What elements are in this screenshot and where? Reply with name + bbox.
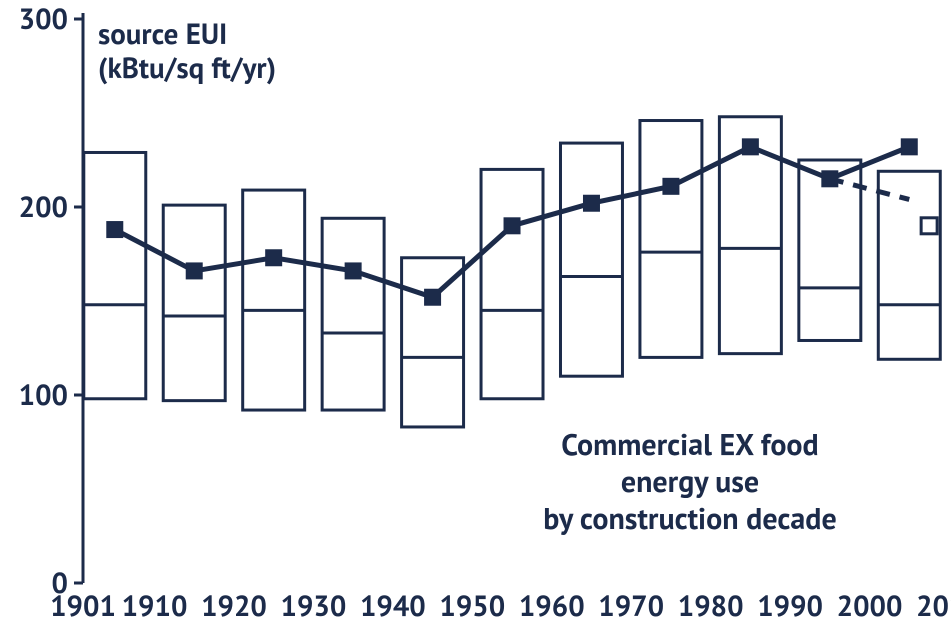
x-tick-label: 1980 [678,587,744,625]
chart-caption: energy use [621,462,759,501]
box-decade-1905 [84,152,146,398]
x-tick-label: 1901 [50,587,116,625]
box-decade-1915 [163,205,225,401]
x-tick-label: 1990 [757,587,823,625]
trend-marker [663,178,679,194]
x-tick-label: 1910 [122,587,188,625]
y-axis-label: (kBtu/sq ft/yr) [98,49,276,87]
box-decade-1965 [560,143,622,376]
trend-marker [107,222,123,238]
eui-chart: 0100200300190119101920193019401950196019… [0,0,951,629]
trend-marker [742,139,758,155]
x-tick-label: 1920 [201,587,267,625]
trend-marker [425,289,441,305]
x-tick-label: 1950 [439,587,505,625]
box-decade-1935 [322,218,384,410]
box-decade-1955 [481,169,543,398]
box-decade-2005 [878,171,940,359]
trend-marker [901,139,917,155]
hollow-marker [921,218,937,234]
x-tick-label: 2000 [837,587,903,625]
box-decade-1925 [243,190,305,410]
y-tick-label: 100 [19,376,68,414]
y-tick-label: 200 [19,188,68,226]
x-tick-label: 2010 [916,587,951,625]
x-tick-label: 1970 [598,587,664,625]
chart-caption: Commercial EX food [561,425,818,464]
trend-marker [266,250,282,266]
y-axis-label: source EUI [98,15,227,53]
box-decade-1975 [640,121,702,358]
y-tick-label: 300 [19,0,68,38]
x-tick-label: 1940 [360,587,426,625]
trend-marker [822,171,838,187]
chart-caption: by construction decade [543,499,836,538]
trend-marker [345,263,361,279]
trend-marker [583,195,599,211]
trend-marker [186,263,202,279]
trend-marker [504,218,520,234]
x-tick-label: 1960 [519,587,585,625]
chart-container: 0100200300190119101920193019401950196019… [0,0,951,629]
box-decade-1945 [402,258,464,427]
x-tick-label: 1930 [281,587,347,625]
